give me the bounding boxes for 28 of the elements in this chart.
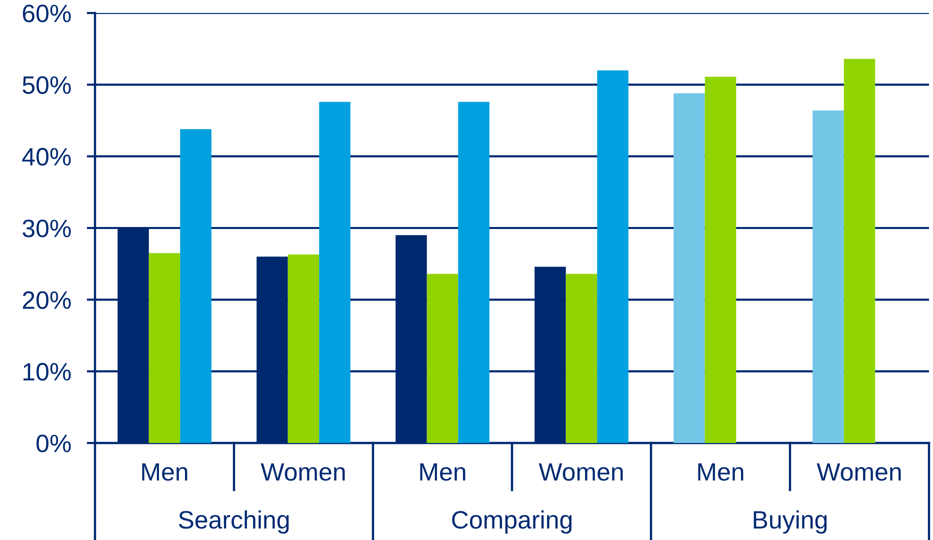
x-tick-label: Women bbox=[260, 463, 345, 481]
x-tick-label: Men bbox=[420, 463, 466, 481]
bar bbox=[812, 110, 844, 443]
x-tick-label: Women bbox=[538, 463, 623, 481]
bar bbox=[597, 70, 628, 443]
y-tick-label: 60% bbox=[22, 4, 71, 22]
y-tick-label: 50% bbox=[22, 76, 71, 94]
y-tick-label: 0% bbox=[36, 434, 71, 452]
bar bbox=[319, 102, 350, 443]
text: Buying bbox=[754, 510, 827, 534]
bar bbox=[426, 274, 458, 443]
x-tick-label: Men bbox=[698, 463, 744, 481]
x-tick-label: Women bbox=[816, 463, 901, 481]
bar bbox=[704, 76, 736, 443]
bar bbox=[458, 102, 490, 443]
text: Comparing bbox=[452, 510, 572, 534]
y-tick-label: 30% bbox=[22, 220, 71, 238]
bar bbox=[674, 93, 705, 443]
text: Searching bbox=[178, 510, 289, 534]
bar bbox=[844, 58, 876, 443]
bar bbox=[180, 129, 212, 443]
y-tick-label: 10% bbox=[24, 362, 71, 381]
bar bbox=[566, 274, 598, 443]
y-tick-label: 20% bbox=[22, 291, 71, 309]
x-tick-label: Men bbox=[142, 463, 188, 481]
bar bbox=[288, 254, 320, 443]
y-tick-label: 40% bbox=[22, 148, 71, 166]
bar bbox=[148, 253, 180, 443]
